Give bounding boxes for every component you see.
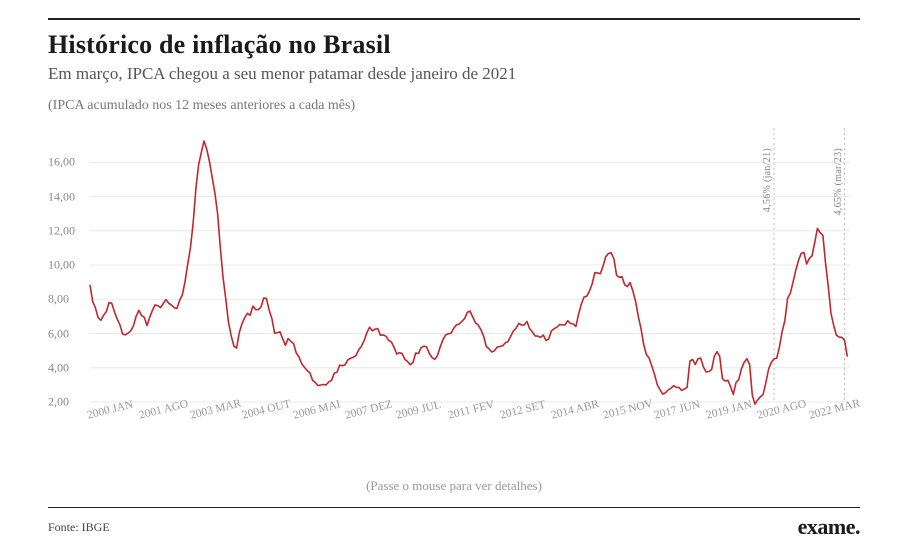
brand-logo: exame. [798, 514, 860, 540]
reference-marker-label: 4,65% (mar/23) [833, 148, 844, 216]
top-rule [48, 18, 860, 20]
chart-title: Histórico de inflação no Brasil [48, 30, 860, 60]
y-axis-tick-label: 2,00 [48, 395, 69, 410]
y-gridlines [90, 162, 850, 402]
y-axis-tick-label: 12,00 [48, 223, 75, 238]
y-axis-tick-label: 8,00 [48, 292, 69, 307]
bottom-rule [48, 507, 860, 508]
source-label: Fonte: IBGE [48, 520, 110, 535]
line-chart-svg [48, 122, 860, 442]
hover-hint: (Passe o mouse para ver detalhes) [48, 478, 860, 494]
chart-card: Histórico de inflação no Brasil Em março… [0, 0, 900, 545]
y-axis-tick-label: 4,00 [48, 360, 69, 375]
y-axis-tick-label: 10,00 [48, 258, 75, 273]
reference-marker-label: 4,56% (jan/21) [762, 148, 773, 212]
y-axis-tick-label: 6,00 [48, 326, 69, 341]
y-axis-tick-label: 14,00 [48, 189, 75, 204]
chart-area[interactable]: 2,00 4,00 6,00 8,00 10,00 12,00 14,00 16,00 4,56… [48, 122, 860, 442]
y-axis-tick-label: 16,00 [48, 155, 75, 170]
footer: Fonte: IBGE exame. [48, 514, 860, 540]
chart-note: (IPCA acumulado nos 12 meses anteriores … [48, 98, 860, 114]
chart-subtitle: Em março, IPCA chegou a seu menor patama… [48, 64, 860, 84]
ipca-series-line [90, 141, 847, 404]
